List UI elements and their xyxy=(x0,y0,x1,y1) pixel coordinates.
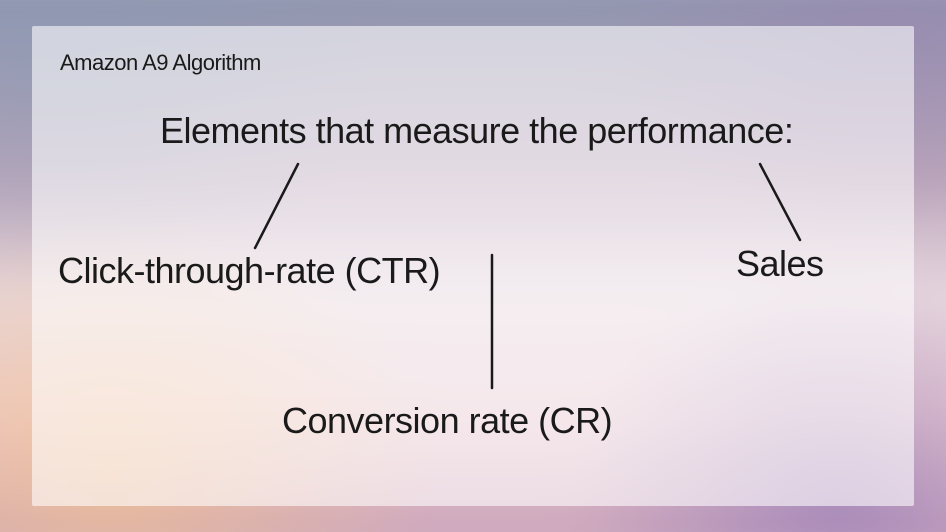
header-title: Amazon A9 Algorithm xyxy=(60,50,261,76)
node-sales: Sales xyxy=(736,243,824,285)
node-root: Elements that measure the performance: xyxy=(160,110,793,152)
node-cr: Conversion rate (CR) xyxy=(282,400,612,442)
node-ctr: Click-through-rate (CTR) xyxy=(58,250,440,292)
